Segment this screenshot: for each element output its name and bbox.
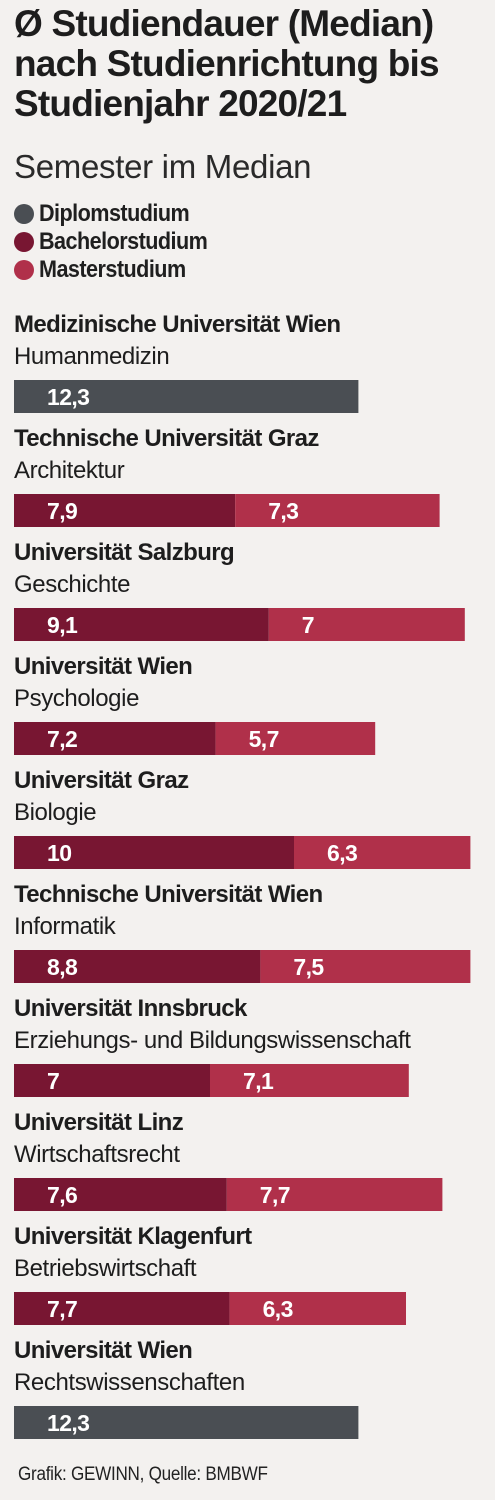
data-label-diplom: 12,3: [47, 384, 89, 410]
data-label-master: 7,5: [293, 954, 324, 980]
bar-master: [294, 836, 471, 869]
bar-chart: Medizinische Universität Wien Humanmedizi…: [14, 311, 471, 1439]
bar-bachelor: [14, 1064, 210, 1097]
legend-dot-diplom: [14, 204, 34, 224]
category-program-label: Biologie: [14, 799, 96, 826]
category-university-label: Medizinische Universität Wien: [14, 311, 340, 338]
data-label-diplom: 12,3: [47, 1410, 89, 1436]
bar-bachelor: [14, 1292, 230, 1325]
category-program-label: Architektur: [14, 457, 125, 484]
legend-item-bachelor: Bachelorstudium: [14, 228, 226, 256]
data-label-master: 6,3: [327, 840, 357, 866]
source-note: Grafik: GEWINN, Quelle: BMBWF: [18, 1464, 268, 1485]
legend-item-master: Masterstudium: [14, 256, 226, 284]
category-university-label: Universität Linz: [14, 1109, 184, 1136]
category-program-label: Psychologie: [14, 685, 139, 712]
category-program-label: Informatik: [14, 913, 117, 940]
legend-dot-master: [14, 260, 34, 280]
chart-title: Ø Studiendauer (Median) nach Studienrich…: [14, 3, 440, 124]
category-program-label: Erziehungs- und Bildungswissenschaft: [14, 1027, 411, 1054]
category-program-label: Rechtswissenschaften: [14, 1369, 245, 1396]
data-label-bachelor: 8,8: [47, 954, 78, 980]
data-label-master: 6,3: [263, 1296, 293, 1322]
category-university-label: Universität Graz: [14, 767, 189, 794]
bar-master: [260, 950, 471, 983]
category-program-label: Wirtschaftsrecht: [14, 1141, 180, 1168]
legend: Diplomstudium Bachelorstudium Masterstud…: [14, 200, 226, 284]
category-program-label: Betriebswirtschaft: [14, 1255, 197, 1282]
bar-master: [210, 1064, 409, 1097]
bar-bachelor: [14, 1178, 227, 1211]
data-label-bachelor: 7,7: [47, 1296, 77, 1322]
bar-master: [229, 1292, 406, 1325]
bar-master: [268, 608, 465, 641]
data-label-bachelor: 9,1: [47, 612, 78, 638]
bar-master: [235, 494, 440, 527]
bar-bachelor: [14, 608, 269, 641]
data-label-bachelor: 7: [47, 1068, 59, 1094]
category-university-label: Technische Universität Wien: [14, 881, 323, 908]
category-university-label: Universität Wien: [14, 1337, 192, 1364]
bar-bachelor: [14, 494, 236, 527]
legend-item-diplom: Diplomstudium: [14, 200, 226, 228]
category-university-label: Universität Salzburg: [14, 539, 234, 566]
data-label-bachelor: 7,6: [47, 1182, 77, 1208]
legend-label-diplom: Diplomstudium: [39, 200, 190, 227]
bar-bachelor: [14, 950, 261, 983]
data-label-master: 7,7: [260, 1182, 290, 1208]
bar-diplom: [14, 1406, 359, 1439]
bar-diplom: [14, 380, 359, 413]
data-label-bachelor: 7,9: [47, 498, 77, 524]
data-label-bachelor: 10: [47, 840, 71, 866]
category-university-label: Universität Klagenfurt: [14, 1223, 252, 1250]
category-program-label: Humanmedizin: [14, 343, 169, 370]
bar-master: [226, 1178, 443, 1211]
legend-dot-bachelor: [14, 232, 34, 252]
data-label-bachelor: 7,2: [47, 726, 77, 752]
data-label-master: 7,3: [268, 498, 298, 524]
bar-bachelor: [14, 836, 294, 869]
bar-bachelor: [14, 722, 216, 755]
category-university-label: Technische Universität Graz: [14, 425, 319, 452]
data-label-master: 5,7: [249, 726, 279, 752]
category-university-label: Universität Innsbruck: [14, 995, 248, 1022]
chart-subtitle: Semester im Median: [14, 148, 312, 185]
data-label-master: 7,1: [243, 1068, 274, 1094]
bar-master: [215, 722, 376, 755]
category-program-label: Geschichte: [14, 571, 130, 598]
data-label-master: 7: [302, 612, 314, 638]
legend-label-bachelor: Bachelorstudium: [39, 228, 208, 255]
category-university-label: Universität Wien: [14, 653, 192, 680]
legend-label-master: Masterstudium: [39, 256, 186, 283]
